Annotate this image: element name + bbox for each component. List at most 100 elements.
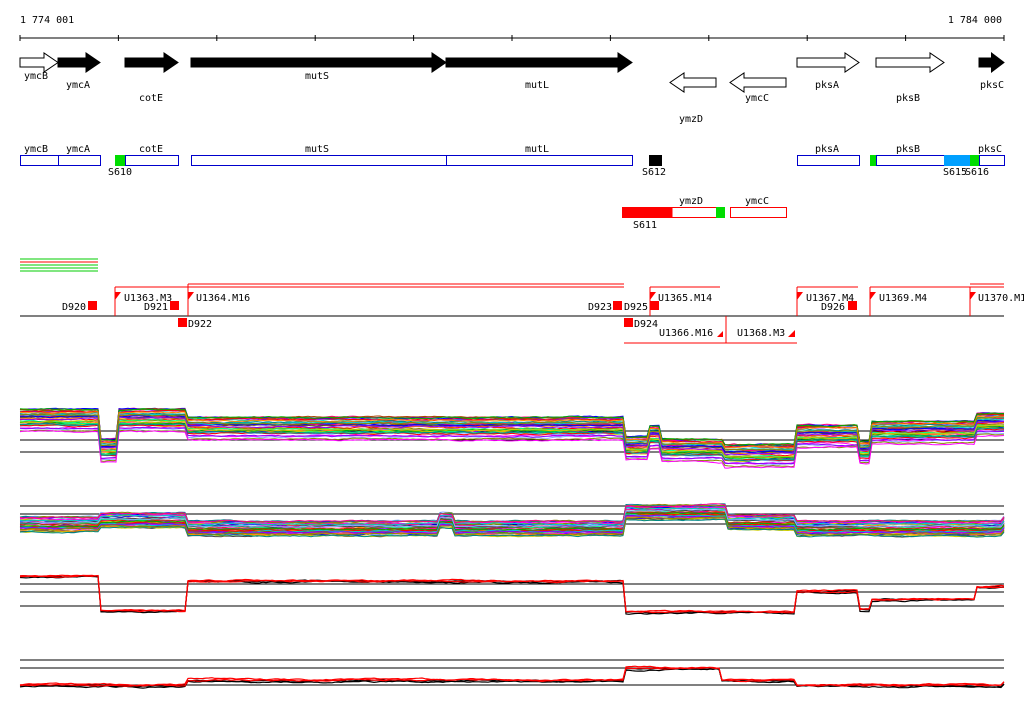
operon-label-pksC: pksC (978, 144, 1002, 155)
expression-trace (19, 508, 1005, 529)
operon-track-minus: ymzD ymcC S611 (622, 196, 787, 231)
gene-arrow-pksA (796, 52, 860, 73)
green-line-group (20, 258, 98, 272)
operon-box-mutL (446, 155, 633, 166)
gene-label-mutS: mutS (305, 71, 329, 82)
expression-trace (19, 665, 1005, 687)
operon-label-ymcA: ymcA (66, 144, 90, 155)
expression-trace (19, 574, 1005, 613)
site-mark-ymzD-end (716, 207, 725, 218)
site-mark-S616 (970, 155, 979, 166)
operon-label-ymcC: ymcC (745, 196, 769, 207)
operon-box-pksC (979, 155, 1005, 166)
operon-box-mutS (191, 155, 447, 166)
site-mark-S612 (649, 155, 662, 166)
expression-trace (19, 514, 1005, 535)
expression-track-minus-mean (19, 659, 1005, 689)
site-label-S616: S616 (965, 167, 989, 178)
expression-trace (19, 429, 1005, 468)
gene-arrow-pksC (978, 51, 1005, 74)
gene-label-ymcA: ymcA (66, 80, 90, 91)
operon-label-ymcB: ymcB (24, 144, 48, 155)
operon-box-cotE (125, 155, 179, 166)
segment-label-U1365-M14: U1365.M14 (658, 293, 712, 304)
gene-arrow-ymzD (669, 72, 717, 93)
expression-trace (19, 503, 1005, 524)
expression-track-plus-mean (19, 574, 1005, 615)
operon-label-mutS: mutS (305, 144, 329, 155)
segment-label-D925: D925 (624, 302, 648, 313)
gene-arrow-mutL (445, 52, 633, 73)
gene-arrow-pksB (875, 52, 945, 73)
coordinate-ruler: 1 774 001 1 784 000 (19, 15, 1005, 41)
operon-track-plus: ymcB ymcA cotE mutS mutL pksA pksB pksC … (20, 144, 1005, 178)
operon-box-pksA (797, 155, 860, 166)
gene-arrow-ymcB (19, 52, 59, 73)
segment-label-D926: D926 (821, 302, 845, 313)
segment-label-U1364-M16: U1364.M16 (196, 293, 250, 304)
expression-trace (19, 419, 1005, 459)
gene-label-pksA: pksA (815, 80, 839, 91)
site-mark-S611 (622, 207, 673, 218)
gene-label-pksC: pksC (980, 80, 1004, 91)
segment-label-D923: D923 (588, 302, 612, 313)
expression-trace (19, 507, 1005, 526)
expression-trace (19, 518, 1005, 538)
site-label-S610: S610 (108, 167, 132, 178)
expression-trace (19, 666, 1005, 687)
segment-label-D921: D921 (144, 302, 168, 313)
expression-trace (19, 413, 1005, 452)
expression-trace (19, 516, 1005, 536)
segment-label-U1370-M1: U1370.M1 (978, 293, 1024, 304)
segment-track: D920 U1363.M3 D921 U1364.M16 D923 D925 U… (20, 283, 1024, 344)
segment-label-D924: D924 (634, 319, 658, 330)
expression-trace (19, 505, 1005, 525)
expression-trace (19, 416, 1005, 456)
segment-label-U1366-M16: U1366.M16 (659, 328, 713, 339)
gene-arrow-mutS (190, 52, 447, 73)
gene-label-cotE: cotE (139, 93, 163, 104)
expression-trace (20, 414, 1005, 453)
operon-label-ymzD: ymzD (679, 196, 703, 207)
expression-trace (19, 414, 1005, 453)
operon-box-ymcA (58, 155, 101, 166)
segment-label-U1369-M4: U1369.M4 (879, 293, 927, 304)
gene-label-ymzD: ymzD (679, 114, 703, 125)
expression-trace (19, 503, 1005, 524)
gene-track: ymcB ymcA cotE mutS mutL ymzD ymcC pksA … (19, 51, 1005, 125)
site-mark-pksB-start (870, 155, 876, 166)
gene-label-ymcB: ymcB (24, 71, 48, 82)
gene-label-pksB: pksB (896, 93, 920, 104)
segment-label-D922: D922 (188, 319, 212, 330)
expression-trace (19, 412, 1005, 451)
operon-label-pksA: pksA (815, 144, 839, 155)
gene-arrow-ymcC (729, 72, 787, 93)
expression-trace (19, 430, 1005, 469)
site-mark-S610 (115, 155, 125, 166)
gene-arrow-cotE (124, 52, 179, 73)
expression-trace (19, 411, 1004, 449)
site-mark-S615 (944, 155, 970, 166)
site-label-S615: S615 (943, 167, 967, 178)
operon-box-ymcC (730, 207, 787, 218)
segment-label-D920: D920 (62, 302, 86, 313)
segment-label-U1363-M3: U1363.M3 (124, 293, 172, 304)
expression-trace (19, 512, 1005, 531)
site-label-S612: S612 (642, 167, 666, 178)
expression-trace (19, 422, 1005, 462)
expression-track-minus-conditions (19, 503, 1005, 538)
expression-trace (19, 424, 1005, 462)
expression-trace (19, 408, 1005, 446)
expression-trace (19, 409, 1004, 448)
segment-label-U1368-M3: U1368.M3 (737, 328, 785, 339)
ruler-end-label: 1 784 000 (948, 15, 1002, 26)
gene-arrow-ymcA (57, 52, 101, 73)
operon-label-cotE: cotE (139, 144, 163, 155)
operon-label-mutL: mutL (525, 144, 549, 155)
expression-trace (19, 426, 1005, 465)
ruler-start-label: 1 774 001 (20, 15, 74, 26)
operon-label-pksB: pksB (896, 144, 920, 155)
gene-label-mutL: mutL (525, 80, 549, 91)
expression-track-plus-conditions (19, 407, 1005, 469)
